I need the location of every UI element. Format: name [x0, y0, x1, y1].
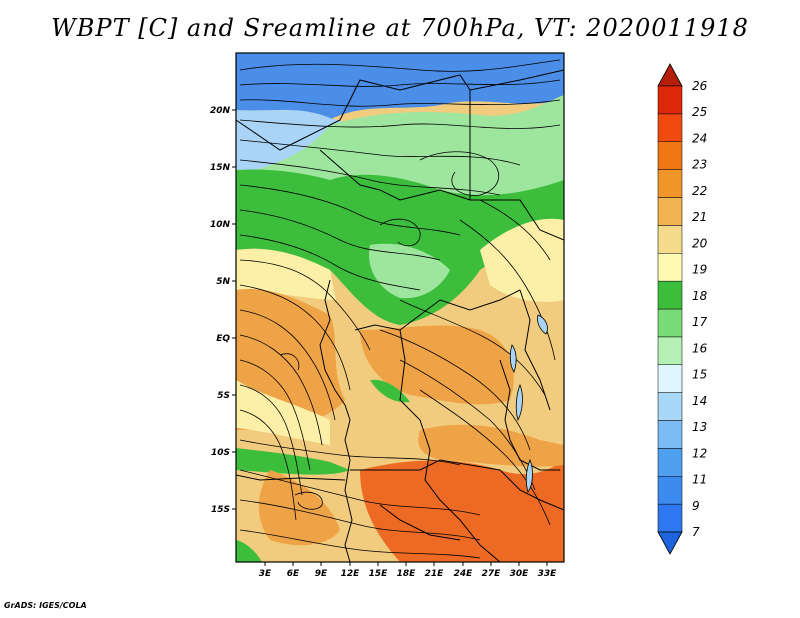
colorbar-segment [657, 336, 683, 365]
colorbar-label: 16 [692, 341, 708, 355]
region-orange-center [360, 325, 514, 405]
colorbar-label: 18 [692, 289, 708, 303]
colorbar-label: 19 [692, 263, 707, 277]
colorbar-label: 13 [692, 420, 707, 434]
region-red-southeast [360, 460, 564, 562]
map-panel [236, 53, 564, 562]
lakes [509, 314, 548, 493]
colorbar-segment [657, 448, 683, 477]
colorbar-top-arrow [657, 63, 683, 87]
colorbar-label: 15 [692, 368, 707, 382]
lon-tick-marks [264, 562, 548, 566]
colorbar-label: 14 [692, 394, 707, 408]
country-borders [236, 69, 564, 562]
longitude-axis: 3E 6E 9E 12E 15E 18E 21E 24E 27E 30E 33E [259, 562, 557, 579]
lat-label: 10S [211, 448, 230, 458]
map-title: WBPT [C] and Sreamline at 700hPa, VT: 20… [51, 14, 749, 42]
colorbar-segment [657, 476, 683, 505]
colorbar-label: 25 [692, 105, 707, 119]
colorbar-label: 17 [692, 315, 708, 329]
colorbar-segment [657, 280, 683, 310]
colorbar: 7 9 11 12 13 14 15 16 17 18 19 20 21 22 23 24 25 26 [657, 63, 708, 555]
lat-label: 15S [211, 505, 230, 515]
colorbar-segment [657, 169, 683, 198]
colorbar-label: 11 [692, 473, 707, 487]
lon-label: 24E [454, 569, 474, 579]
lon-label: 27E [482, 569, 502, 579]
colorbar-segment [657, 253, 683, 282]
region-pale-west [236, 248, 336, 300]
colorbar-segment [657, 85, 683, 115]
lat-label: 5N [216, 277, 230, 287]
region-green-south [236, 448, 350, 475]
region-pale-south [236, 380, 330, 445]
region-orange-south-west [258, 470, 340, 546]
lon-label: 30E [510, 569, 530, 579]
colorbar-label: 23 [692, 158, 707, 172]
region-pale-east [480, 218, 564, 302]
colorbar-label: 20 [692, 236, 708, 250]
latitude-axis: 20N 15N 10N 5N EQ 5S 10S 15S [210, 106, 236, 515]
colorbar-label: 12 [692, 446, 707, 460]
colorbar-segment [657, 392, 683, 421]
colorbar-segment [657, 141, 683, 170]
lon-label: 18E [397, 569, 417, 579]
colorbar-segment [657, 503, 683, 533]
lon-label: 33E [538, 569, 558, 579]
region-light-green-north [236, 95, 564, 200]
lon-label: 6E [287, 569, 300, 579]
colorbar-bottom-arrow [657, 531, 683, 555]
grads-credit: GrADS: IGES/COLA [4, 601, 87, 610]
lon-label: 21E [425, 569, 445, 579]
colorbar-segments [657, 85, 683, 533]
lon-label: 12E [341, 569, 361, 579]
colorbar-segment [657, 113, 683, 142]
colorbar-segment [657, 308, 683, 338]
colorbar-label: 24 [692, 131, 707, 145]
colorbar-label: 26 [692, 79, 708, 93]
region-orange-southeast [418, 424, 564, 467]
lon-label: 9E [315, 569, 328, 579]
colorbar-label: 21 [692, 210, 707, 224]
colorbar-segment [657, 364, 683, 393]
colorbar-segment [657, 420, 683, 449]
lat-tick-marks [232, 109, 236, 510]
lat-label: EQ [216, 334, 230, 344]
lon-label: 3E [259, 569, 272, 579]
colorbar-segment [657, 225, 683, 254]
streamlines [239, 59, 561, 559]
colorbar-segment [657, 197, 683, 226]
lon-label: 15E [369, 569, 389, 579]
lat-label: 20N [210, 106, 231, 116]
colorbar-label: 7 [692, 525, 700, 539]
lat-label: 5S [217, 391, 230, 401]
colorbar-label: 9 [692, 499, 700, 513]
lat-label: 15N [210, 163, 231, 173]
lat-label: 10N [210, 220, 231, 230]
colorbar-labels: 7 9 11 12 13 14 15 16 17 18 19 20 21 22 23 24 25 26 [692, 79, 708, 539]
map-frame [235, 52, 565, 563]
region-green-south-2 [236, 540, 262, 562]
colorbar-label: 22 [692, 184, 707, 198]
